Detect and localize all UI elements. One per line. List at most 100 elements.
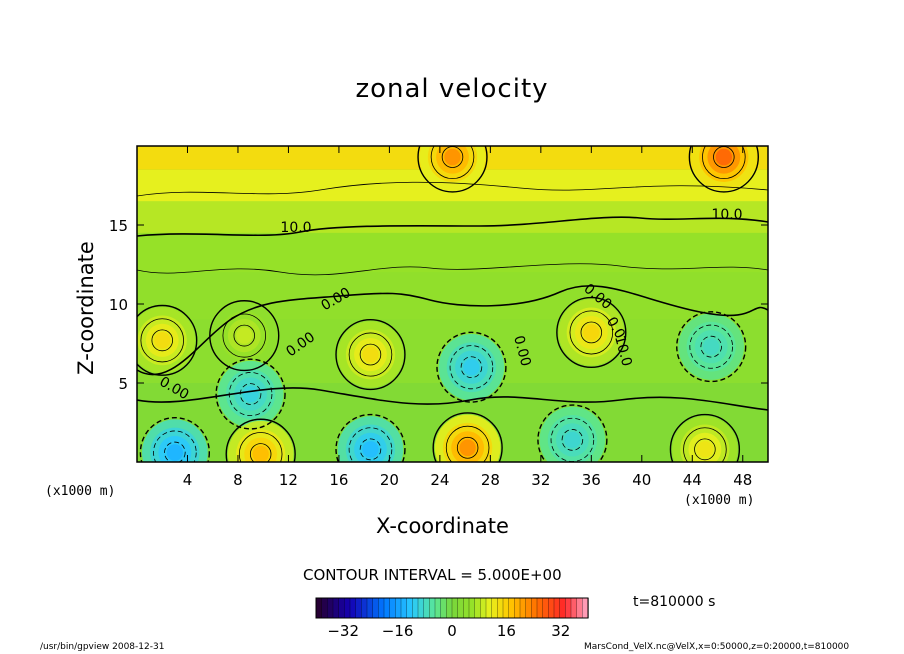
contour-ring-0-0 (137, 304, 198, 376)
field-band-3 (137, 232, 768, 273)
field-feature-1-3 (236, 327, 253, 344)
colorbar-cell-8 (361, 597, 368, 619)
colorbar-cell-33 (502, 597, 510, 619)
colorbar-tick-label-0: −32 (327, 622, 359, 640)
contour-ring-14-1 (702, 146, 746, 180)
contour-ring-7-2 (164, 441, 186, 462)
contour-ring-3-0 (556, 296, 627, 368)
colorbar-cell-32 (497, 597, 504, 619)
x-tick-label-6: 28 (481, 471, 500, 489)
footer-right: MarsCond_VelX.nc@VelX,x=0:50000,z=0:2000… (584, 642, 850, 652)
x-axis-unit: (x1000 m) (45, 484, 116, 499)
contour-ring-4-0 (215, 358, 286, 430)
colorbar-cell-9 (366, 597, 374, 619)
colorbar-cell-2 (327, 597, 334, 619)
colorbar-cell-13 (389, 597, 396, 619)
colorbar-cell-0 (315, 597, 323, 619)
contour-ring-5-2 (460, 356, 483, 379)
colorbar-cell-29 (480, 597, 487, 619)
time-label: t=810000 s (633, 594, 716, 610)
colorbar-tick-label-2: 0 (447, 622, 457, 640)
colorbar-cell-34 (508, 597, 515, 619)
contour-ring-9-2 (561, 429, 584, 451)
x-tick-label-7: 32 (531, 471, 550, 489)
contour-ring-6-0 (676, 311, 747, 383)
contour-ring-8-0 (335, 413, 406, 462)
colorbar-cell-22 (440, 597, 447, 619)
field-feature-7-3 (166, 444, 184, 461)
colorbar-cell-28 (474, 597, 481, 619)
field-feature-4-3 (242, 385, 259, 403)
contour-ring-7-1 (153, 430, 197, 462)
contour-ring-4-2 (239, 383, 262, 405)
colorbar-cell-10 (372, 597, 379, 619)
colorbar-tick-label-4: 32 (551, 622, 570, 640)
field-feature-13-3 (444, 148, 461, 166)
x-tick-label-4: 20 (380, 471, 399, 489)
x-tick-label-0: 4 (183, 471, 193, 489)
contour-label-5: 0.00 (510, 334, 534, 368)
colorbar-cell-21 (434, 597, 442, 619)
contour-ring-12-1 (683, 427, 727, 462)
colorbar-tick-label-3: 16 (497, 622, 516, 640)
chart-title: zonal velocity (355, 74, 549, 104)
contour-lines (137, 146, 768, 462)
field-feature-5-3 (463, 358, 480, 376)
x-tick-label-8: 36 (582, 471, 601, 489)
field-feature-9-3 (564, 431, 581, 449)
contour-ring-3-1 (569, 310, 614, 355)
contour-ring-11-2 (456, 436, 479, 459)
contour-ring-13-0 (417, 146, 488, 193)
colorbar-cell-14 (395, 597, 402, 619)
contour-ring-8-1 (348, 427, 393, 462)
contour-ring-10-0 (225, 418, 296, 462)
x-tick-label-1: 8 (233, 471, 243, 489)
colorbar-cell-41 (548, 597, 555, 619)
y-axis-unit: (x1000 m) (684, 493, 755, 508)
colorbar-cell-1 (321, 597, 328, 619)
colorbar-cell-20 (429, 597, 436, 619)
colorbar-cell-25 (457, 597, 464, 619)
colorbar-cell-31 (491, 597, 498, 619)
colorbar-cell-11 (378, 597, 385, 619)
contour-ring-1-1 (222, 313, 267, 358)
field-band-4 (137, 201, 768, 233)
contour-ring-2-1 (348, 332, 393, 377)
colorbar-cell-16 (406, 597, 413, 619)
field-feature-6-3 (703, 338, 720, 355)
colorbar-cell-24 (451, 597, 459, 619)
contour-interval-text: CONTOUR INTERVAL = 5.000E+00 (303, 566, 562, 584)
x-tick-label-3: 16 (329, 471, 348, 489)
colorbar-cell-38 (531, 597, 538, 619)
contour-ring-10-2 (249, 443, 272, 462)
colorbar-cell-5 (344, 597, 351, 619)
contour-ring-7-0 (139, 416, 211, 462)
contour-ring-13-1 (430, 146, 475, 180)
colorbar-cell-44 (565, 597, 572, 619)
x-axis-title: X-coordinate (376, 514, 509, 538)
contour-ring-12-2 (694, 438, 716, 461)
contour-label-1: 10.0 (711, 207, 742, 223)
field-feature-3-3 (583, 324, 600, 341)
y-tick-label-1: 10 (109, 296, 128, 314)
field-feature-0-3 (154, 332, 171, 349)
contour-15 (137, 181, 768, 197)
contour-ring-2-2 (359, 343, 382, 366)
x-axis: 4 8 12 16 20 24 28 32 36 40 44 48 (183, 146, 752, 489)
contour-ring-1-0 (209, 300, 280, 372)
y-axis-title: Z-coordinate (74, 241, 98, 375)
colorbar-cell-3 (332, 597, 340, 619)
colorbar-cell-46 (576, 597, 583, 619)
x-tick-label-5: 24 (430, 471, 449, 489)
contour-ring-11-1 (445, 425, 490, 462)
field-feature-12-3 (696, 441, 714, 458)
contour-ring-11-0 (432, 412, 503, 462)
velocity-field (137, 146, 768, 462)
contour-ring-6-2 (700, 335, 722, 358)
y-axis: 5 10 15 (109, 217, 768, 393)
contour-ring-1-2 (233, 324, 256, 347)
colorbar-cell-35 (514, 597, 521, 619)
colorbar-cell-23 (446, 597, 453, 619)
contour-ring-8-2 (359, 438, 382, 461)
